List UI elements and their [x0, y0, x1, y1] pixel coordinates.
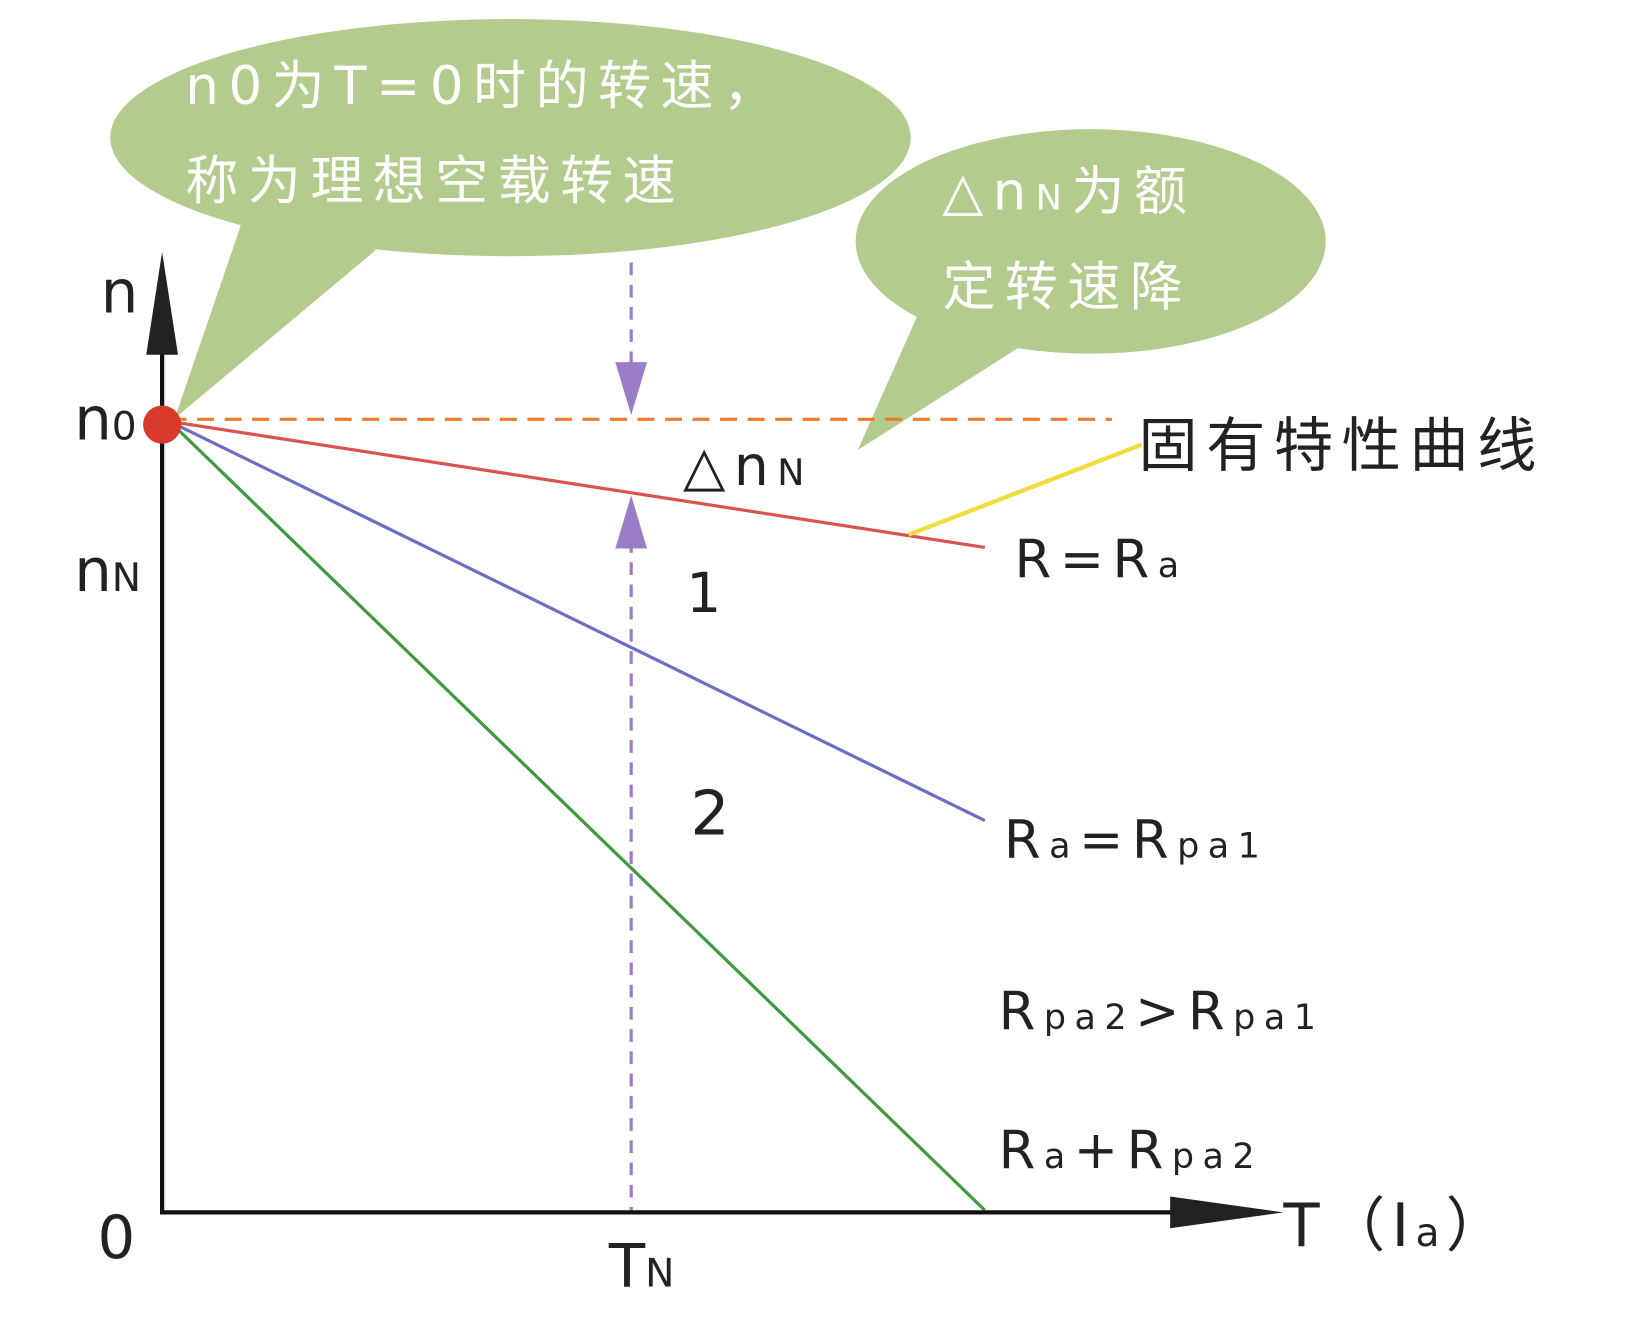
text-part: T	[608, 1231, 646, 1300]
callout-bubble	[855, 129, 1326, 354]
subscript: N	[645, 1251, 674, 1296]
subscript: pa1	[1177, 827, 1268, 867]
x-arrow	[1170, 1196, 1284, 1229]
callout-tail	[857, 307, 1033, 450]
text-part: =R	[1079, 810, 1177, 871]
text-part: 0	[98, 1203, 136, 1272]
subscript: N	[1036, 179, 1072, 219]
subscript: pa1	[1233, 998, 1324, 1038]
subscript: a	[1049, 827, 1079, 867]
subscript: 0	[112, 404, 137, 449]
curve-label: Ra=Rpa1	[1004, 810, 1268, 871]
natural-curve-label: 固有特性曲线	[1138, 411, 1545, 480]
n0-label: n0	[74, 384, 136, 453]
y-axis-label: n	[101, 257, 139, 326]
callout-text: 定转速降	[942, 257, 1192, 318]
curve-1	[168, 419, 986, 823]
text-part: R=R	[1014, 529, 1157, 590]
origin-label: 0	[98, 1203, 136, 1272]
nN-label: nN	[74, 536, 141, 605]
natural-curve	[169, 419, 986, 549]
delta-label: △nN	[683, 434, 813, 498]
subscript: a	[1158, 546, 1188, 586]
text-part: △n	[683, 434, 777, 498]
text-part: 固有特性曲线	[1138, 411, 1545, 480]
text-part: 2	[690, 778, 729, 849]
region-label: 1	[686, 561, 721, 625]
text-part: n0为T=0时的转速，	[185, 56, 785, 117]
curve-label: Ra+Rpa2	[999, 1120, 1263, 1181]
text-part: n	[74, 384, 112, 453]
callout-text: n0为T=0时的转速，	[185, 56, 785, 117]
text-part: 1	[686, 561, 721, 625]
text-part: 称为理想空载转速	[185, 151, 685, 212]
subscript: pa2	[1044, 998, 1135, 1038]
x-axis-label: T（Ia）	[1282, 1191, 1511, 1260]
curve-2	[168, 420, 986, 1212]
y-arrow	[146, 252, 178, 355]
text-part: ）	[1446, 1191, 1512, 1260]
no-load-point	[143, 405, 182, 444]
curve-label: R=Ra	[1014, 529, 1187, 590]
curve-label: Rpa2>Rpa1	[999, 981, 1325, 1042]
subscript: a	[1415, 1211, 1445, 1256]
text-part: R	[999, 1120, 1044, 1181]
arrow	[615, 495, 648, 549]
subscript: pa2	[1172, 1137, 1263, 1177]
callout-text: 称为理想空载转速	[185, 151, 685, 212]
subscript: N	[112, 556, 141, 601]
callout-bubble	[110, 19, 911, 257]
arrow	[615, 362, 648, 416]
text-part: R	[999, 981, 1044, 1042]
text-part: T（I	[1282, 1191, 1415, 1260]
text-part: >R	[1135, 981, 1233, 1042]
subscript: N	[777, 451, 813, 494]
pointer-line	[907, 442, 1143, 537]
callout-tail	[174, 217, 376, 419]
text-part: 定转速降	[942, 257, 1192, 318]
text-part: 为额	[1071, 162, 1196, 223]
callout-text: △nN为额	[942, 162, 1196, 223]
tn-label: TN	[608, 1231, 675, 1300]
region-label: 2	[690, 778, 729, 849]
text-part: n	[101, 257, 139, 326]
callout-1: n0为T=0时的转速， 称为理想空载转速	[110, 19, 911, 419]
text-part: +R	[1074, 1120, 1172, 1181]
callout-2: △nN为额 定转速降	[855, 129, 1326, 450]
text-part: R	[1004, 810, 1049, 871]
text-part: △n	[942, 162, 1035, 223]
text-part: n	[74, 536, 112, 605]
subscript: a	[1044, 1137, 1074, 1177]
